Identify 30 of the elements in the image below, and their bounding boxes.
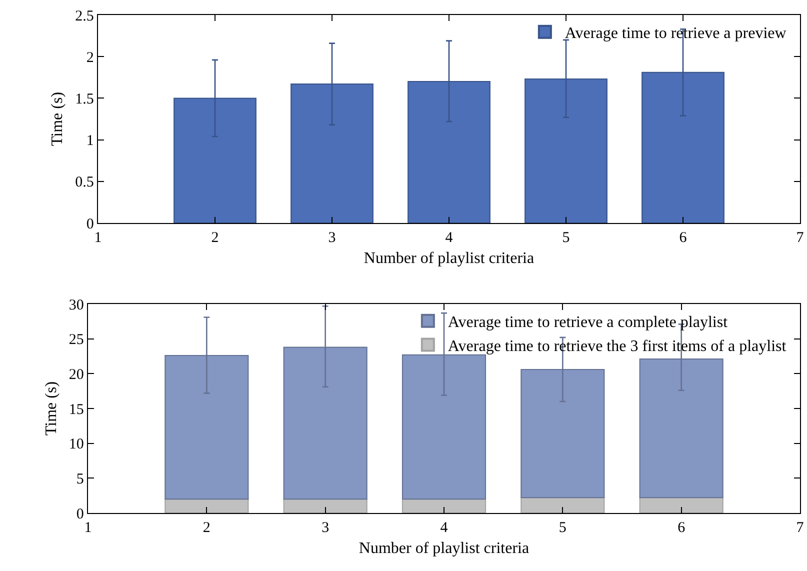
x-tick-label: 5 bbox=[562, 230, 570, 246]
y-tick-label: 1 bbox=[86, 133, 94, 150]
y-tick-label: 15 bbox=[68, 402, 84, 418]
x-tick-label: 3 bbox=[328, 230, 336, 246]
x-tick-label: 4 bbox=[445, 230, 454, 246]
y-axis-title: Time (s) bbox=[49, 92, 66, 146]
x-tick-label: 5 bbox=[558, 520, 566, 536]
y-tick-label: 1.5 bbox=[75, 91, 94, 108]
y-tick-label: 10 bbox=[68, 436, 84, 453]
y-tick-label: 25 bbox=[68, 332, 84, 348]
y-tick-label: 5 bbox=[76, 471, 84, 488]
x-tick-label: 6 bbox=[678, 520, 686, 536]
y-tick-label: 20 bbox=[68, 366, 84, 383]
x-axis-title: Number of playlist criteria bbox=[358, 540, 530, 557]
x-tick-label: 4 bbox=[440, 520, 448, 536]
y-axis-title: Time (s) bbox=[42, 381, 60, 436]
legend-label: Average time to retrieve a complete playlist bbox=[448, 314, 728, 332]
x-tick-label: 2 bbox=[211, 230, 219, 246]
x-tick-label: 6 bbox=[679, 230, 688, 246]
x-tick-label: 7 bbox=[796, 230, 804, 246]
y-tick-label: 30 bbox=[68, 297, 84, 314]
x-axis-title: Number of playlist criteria bbox=[364, 250, 534, 267]
x-tick-label: 3 bbox=[322, 520, 330, 536]
y-tick-label: 0 bbox=[86, 216, 94, 232]
y-tick-label: 0.5 bbox=[75, 174, 94, 191]
y-tick-label: 2.5 bbox=[75, 8, 94, 24]
x-tick-label: 2 bbox=[202, 520, 210, 536]
x-tick-label: 7 bbox=[796, 520, 804, 536]
y-tick-label: 0 bbox=[76, 506, 84, 522]
y-tick-label: 2 bbox=[86, 50, 94, 66]
